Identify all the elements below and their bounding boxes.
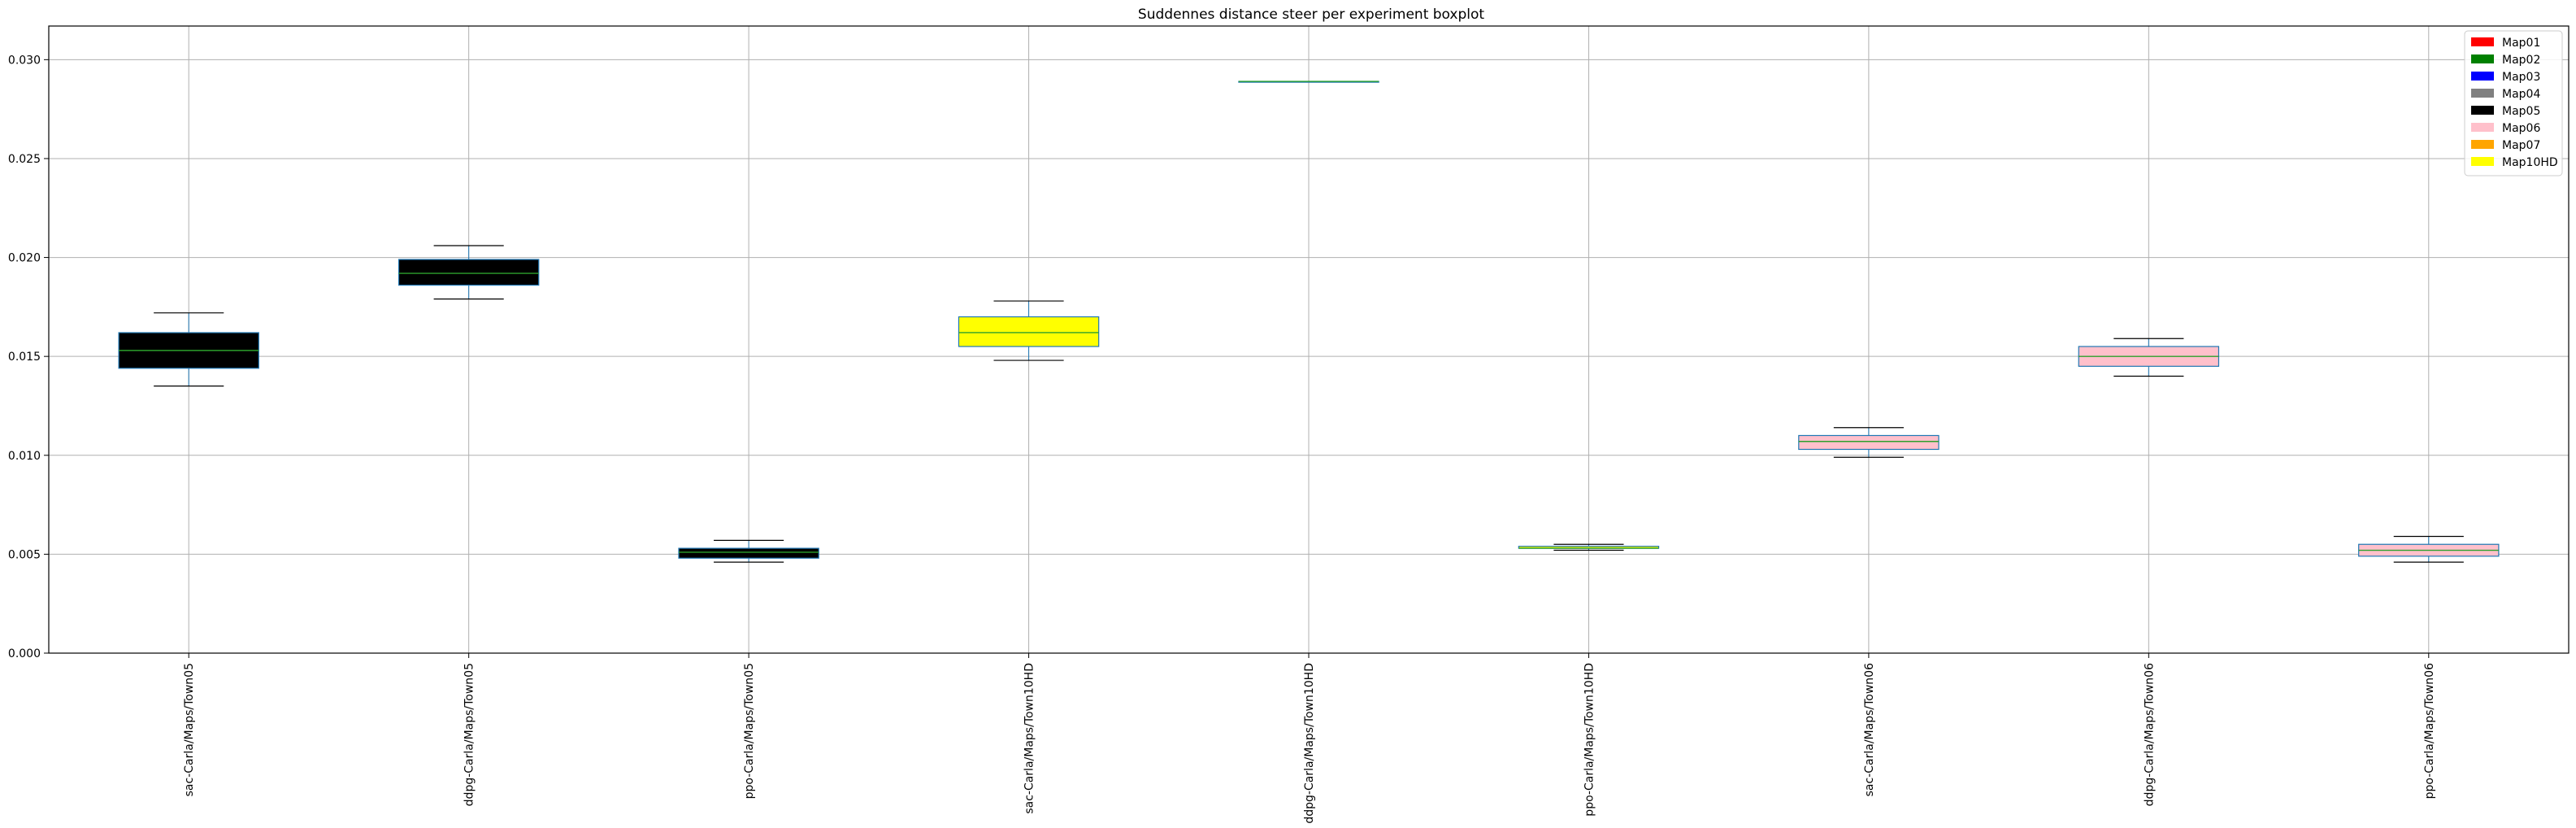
legend: Map01 Map02 Map03 Map04 Map05 Map06 Map07 Map10… xyxy=(2464,30,2563,176)
legend-swatch-4 xyxy=(2471,106,2494,115)
box-1 xyxy=(397,245,540,300)
x-tick-label-2: ppo-Carla/Maps/Town05 xyxy=(743,663,756,799)
legend-swatch-7 xyxy=(2471,157,2494,166)
y-tick-label-2: 0.010 xyxy=(8,450,41,463)
legend-swatch-0 xyxy=(2471,37,2494,46)
legend-swatch-2 xyxy=(2471,72,2494,81)
chart-title: Suddennes distance steer per experiment … xyxy=(1138,7,1484,23)
x-tick-label-1: ddpg-Carla/Maps/Town05 xyxy=(463,663,476,806)
y-tick-label-5: 0.025 xyxy=(8,153,41,166)
box-6 xyxy=(1798,427,1940,458)
y-tick-label-4: 0.020 xyxy=(8,252,41,265)
x-tick-label-5: ppo-Carla/Maps/Town10HD xyxy=(1583,663,1596,817)
y-tick-label-1: 0.005 xyxy=(8,548,41,561)
box-2 xyxy=(678,539,819,563)
box-body-3 xyxy=(958,316,1100,347)
y-tick-label-0: 0.000 xyxy=(8,647,41,660)
y-tick-label-3: 0.015 xyxy=(8,351,41,364)
x-tick-label-3: sac-Carla/Maps/Town10HD xyxy=(1023,663,1036,814)
legend-swatch-1 xyxy=(2471,54,2494,63)
legend-label-0: Map01 xyxy=(2502,37,2540,50)
y-tick-label-6: 0.030 xyxy=(8,54,41,67)
legend-label-1: Map02 xyxy=(2502,54,2540,67)
legend-swatch-6 xyxy=(2471,140,2494,149)
box-3 xyxy=(958,300,1100,361)
legend-label-3: Map04 xyxy=(2502,88,2540,101)
box-body-1 xyxy=(397,259,540,286)
legend-label-5: Map06 xyxy=(2502,122,2540,135)
x-tick-label-0: sac-Carla/Maps/Town05 xyxy=(183,663,196,796)
x-tick-label-6: sac-Carla/Maps/Town06 xyxy=(1863,663,1876,796)
legend-label-7: Map10HD xyxy=(2502,156,2558,169)
legend-label-6: Map07 xyxy=(2502,139,2540,152)
box-layer xyxy=(118,81,2500,563)
legend-frame xyxy=(2464,30,2563,176)
legend-label-4: Map05 xyxy=(2502,105,2540,118)
box-8 xyxy=(2358,535,2500,563)
box-body-6 xyxy=(1798,434,1940,451)
x-tick-label-8: ppo-Carla/Maps/Town06 xyxy=(2423,663,2436,799)
y-axis: 0.000 0.005 0.010 0.015 0.020 0.025 0.030 xyxy=(8,54,49,660)
legend-swatch-5 xyxy=(2471,123,2494,132)
legend-label-2: Map03 xyxy=(2502,71,2540,84)
box-body-2 xyxy=(678,547,819,559)
legend-swatch-3 xyxy=(2471,89,2494,98)
x-tick-label-7: ddpg-Carla/Maps/Town06 xyxy=(2143,663,2156,806)
box-4 xyxy=(1238,81,1379,83)
box-7 xyxy=(2078,338,2220,377)
grid-layer xyxy=(49,26,2569,654)
box-0 xyxy=(118,312,259,387)
x-axis: sac-Carla/Maps/Town05 ddpg-Carla/Maps/Tow… xyxy=(183,653,2436,824)
box-5 xyxy=(1518,543,1660,551)
x-tick-label-4: ddpg-Carla/Maps/Town10HD xyxy=(1303,663,1316,824)
